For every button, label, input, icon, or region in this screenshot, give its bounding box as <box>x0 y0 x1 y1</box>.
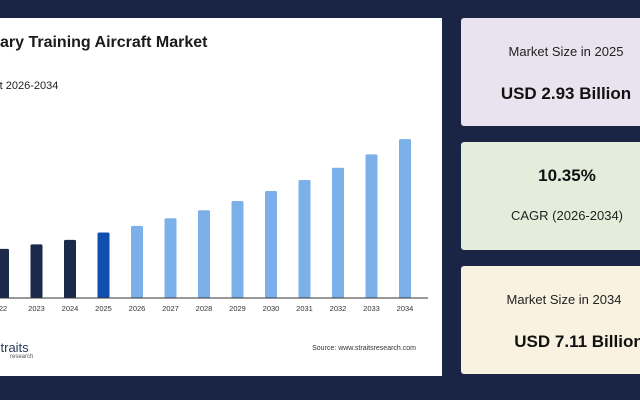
bar-22 <box>0 248 9 298</box>
x-tick-label: 2031 <box>296 304 313 313</box>
bar-2025 <box>97 232 110 298</box>
bar-2024 <box>64 239 76 298</box>
stat-card-market-size-2034: Market Size in 2034 USD 7.11 Billion <box>461 266 640 374</box>
bar-2027 <box>164 218 177 298</box>
bar-2033 <box>365 154 378 298</box>
bar-chart: 22 2023 2024 2025 2026 2027 2028 2029 2030 2031 20… <box>0 139 428 313</box>
source-note: Source: www.straitsresearch.com <box>312 345 416 352</box>
chart-subtitle: ast 2026-2034 <box>0 80 59 92</box>
bar-2034 <box>399 139 411 298</box>
x-tick-label: 2029 <box>229 304 246 313</box>
x-tick-label: 2027 <box>162 304 179 313</box>
stat-value: 10.35% <box>538 166 596 185</box>
bar-2029 <box>231 201 244 298</box>
stat-card-cagr: 10.35% CAGR (2026-2034) <box>461 142 640 250</box>
x-tick-label: 2028 <box>196 304 213 313</box>
stat-label: CAGR (2026-2034) <box>511 208 623 223</box>
bar-2031 <box>298 180 311 298</box>
bar-2032 <box>332 167 344 298</box>
logo-word: straits <box>0 340 29 355</box>
x-tick-label: 2033 <box>363 304 380 313</box>
straits-logo: straits research <box>0 340 42 364</box>
x-tick-label: 22 <box>0 304 7 313</box>
x-tick-label: 2023 <box>28 304 45 313</box>
stat-label: Market Size in 2025 <box>508 44 624 59</box>
stat-label: Market Size in 2034 <box>506 292 622 307</box>
bar-2030 <box>265 191 277 298</box>
x-tick-label: 2030 <box>263 304 280 313</box>
stat-card-market-size-2025: Market Size in 2025 USD 2.93 Billion <box>461 18 640 126</box>
bar-2023 <box>30 244 43 298</box>
chart-title: ary Training Aircraft Market <box>0 34 208 51</box>
x-tick-label: 2025 <box>95 304 112 313</box>
x-tick-label: 2024 <box>62 304 79 313</box>
logo-sub: research <box>10 354 34 360</box>
bar-2026 <box>131 225 143 298</box>
x-tick-label: 2026 <box>129 304 146 313</box>
x-tick-label: 2032 <box>330 304 347 313</box>
stat-value: USD 7.11 Billion <box>514 332 640 351</box>
x-tick-label: 2034 <box>397 304 414 313</box>
chart-card: ary Training Aircraft Market ast 2026-20… <box>0 18 442 376</box>
bar-2028 <box>198 210 210 298</box>
stat-value: USD 2.93 Billion <box>500 84 632 103</box>
